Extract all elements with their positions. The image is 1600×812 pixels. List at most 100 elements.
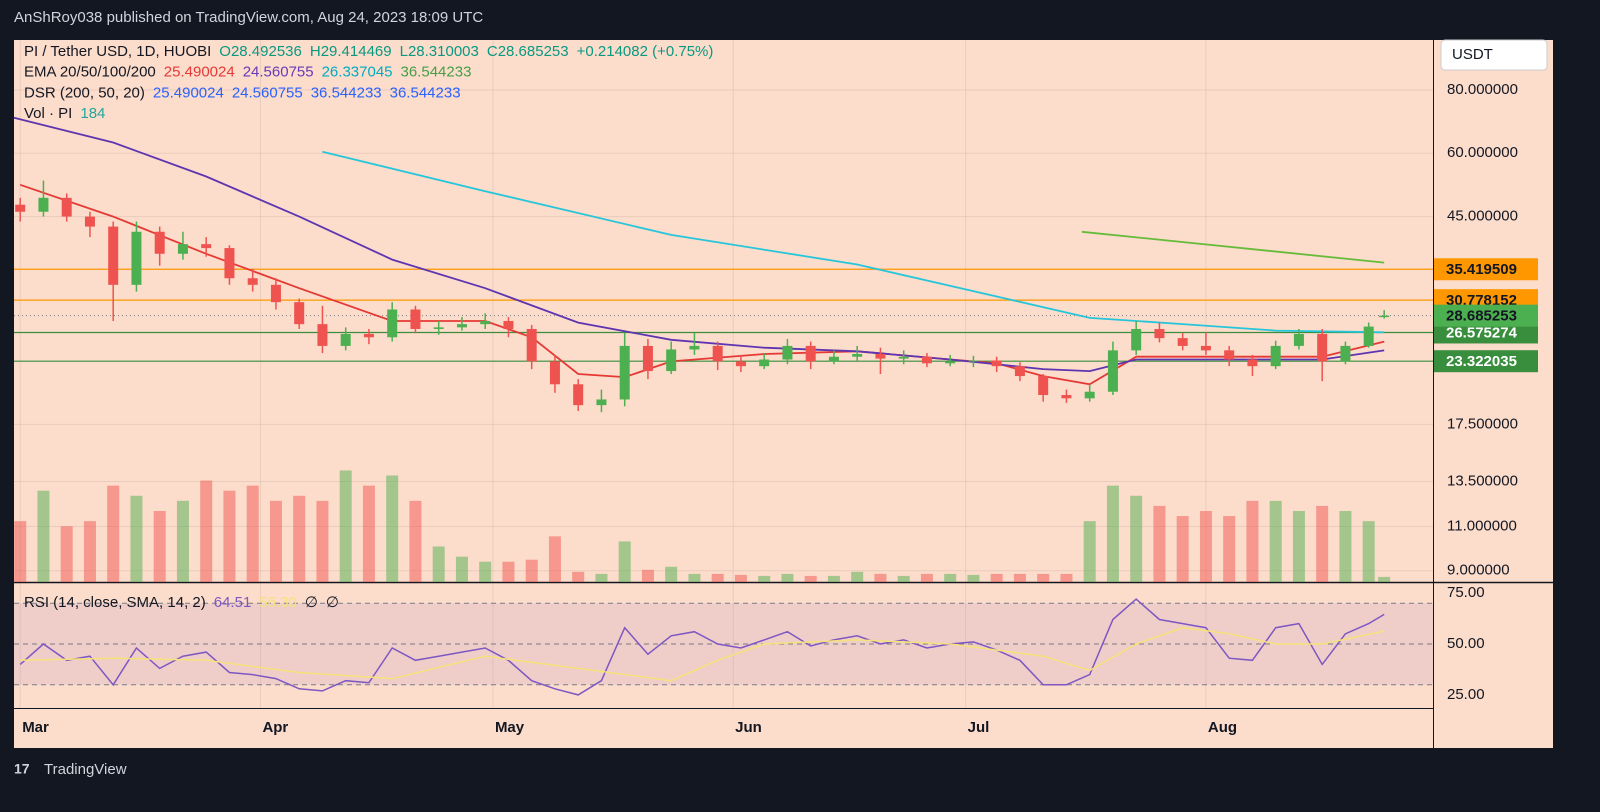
volume-bar — [827, 575, 840, 582]
rsi-tick-label: 50.00 — [1447, 635, 1485, 652]
last-price-label: 28.685253 — [1446, 308, 1517, 325]
volume-bar — [595, 573, 608, 582]
volume-bar — [200, 480, 213, 582]
volume-bar — [246, 485, 259, 582]
level-label-bg — [1434, 321, 1538, 344]
volume-bar — [688, 573, 701, 582]
candle-body — [1154, 328, 1165, 339]
volume-bar — [339, 470, 352, 582]
volume-bar — [920, 573, 933, 582]
candle-body — [177, 244, 188, 254]
candle-body — [689, 345, 700, 350]
volume-bar — [269, 500, 282, 582]
y-tick-label: 9.000000 — [1447, 562, 1510, 579]
volume-bar — [618, 541, 631, 582]
candle-body — [15, 204, 26, 212]
volume-bar — [967, 574, 980, 582]
legend-row: Vol · PI 184 — [24, 105, 105, 122]
x-tick-label: May — [495, 719, 525, 736]
volume-bar — [1130, 495, 1143, 582]
candle-body — [782, 345, 793, 360]
legend-value: 25.490024 — [164, 64, 235, 81]
legend-value: O28.492536 — [219, 43, 302, 60]
level-label-bg — [1434, 350, 1538, 373]
volume-bar — [1246, 500, 1259, 582]
candle-body — [1014, 366, 1025, 377]
candle-body — [1340, 345, 1351, 362]
volume-bar — [572, 571, 585, 582]
volume-bar — [1362, 521, 1375, 582]
legend-value: 24.560755 — [243, 64, 314, 81]
legend-value: 26.337045 — [322, 64, 393, 81]
volume-bar — [60, 526, 73, 582]
legend-value: 24.560755 — [232, 84, 303, 101]
volume-bar — [1176, 516, 1189, 582]
candle-body — [619, 345, 630, 400]
candle-body — [1247, 359, 1258, 367]
volume-bar — [293, 495, 306, 582]
volume-bar — [1316, 505, 1329, 582]
volume-bar — [781, 573, 794, 582]
x-tick-label: Mar — [22, 719, 49, 736]
legend-value: 64.51 — [214, 594, 252, 611]
ema-line — [1081, 230, 1385, 264]
candle-body — [201, 244, 212, 249]
volume-bar — [502, 561, 515, 582]
last-price-bg — [1434, 304, 1538, 327]
candle-body — [363, 333, 374, 338]
currency[interactable]: USDT — [1452, 46, 1493, 63]
candle-body — [1270, 345, 1281, 367]
volume-bar — [432, 546, 445, 582]
candle-body — [154, 231, 165, 254]
candle-body — [945, 361, 956, 364]
candle-body — [270, 284, 281, 303]
candle-body — [968, 360, 979, 362]
volume-bar — [362, 485, 375, 582]
volume-bar — [548, 536, 561, 582]
candle-body — [1061, 395, 1072, 399]
candle-body — [712, 345, 723, 362]
candle-body — [1379, 315, 1390, 318]
candle-body — [410, 309, 421, 329]
volume-bar — [711, 573, 724, 582]
volume-bar — [316, 500, 329, 582]
candle-body — [1293, 333, 1304, 346]
volume-bar — [990, 573, 1003, 582]
brand: TradingView — [44, 761, 127, 778]
candle-body — [1084, 391, 1095, 399]
candle-body — [387, 309, 398, 338]
volume-bar — [455, 556, 468, 582]
candle-body — [456, 324, 467, 328]
ema-line — [322, 150, 1385, 334]
legend-row: DSR (200, 50, 20) 25.490024 24.560755 36.54… — [24, 84, 461, 101]
candle-body — [596, 399, 607, 406]
candle-body — [84, 216, 95, 227]
volume-bar — [1013, 573, 1026, 582]
candle-body — [1131, 328, 1142, 351]
volume-bar — [107, 485, 120, 582]
candle-body — [991, 360, 1002, 367]
candle-body — [1363, 326, 1374, 346]
legend-value: 36.544233 — [401, 64, 472, 81]
candle-body — [224, 248, 235, 279]
volume-bar — [37, 490, 50, 582]
legend-value: L28.310003 — [400, 43, 479, 60]
legend-name: PI / Tether USD, 1D, HUOBI — [24, 43, 211, 60]
volume-bar — [641, 569, 654, 582]
legend-row: RSI (14, close, SMA, 14, 2) 64.51 56.30 ∅ ∅ — [24, 594, 339, 611]
candle-body — [526, 328, 537, 362]
rsi-tick-label: 25.00 — [1447, 686, 1485, 703]
candle-body — [1317, 333, 1328, 362]
volume-bar — [83, 521, 96, 582]
x-tick-label: Jul — [968, 719, 990, 736]
volume-bar — [223, 490, 236, 582]
volume-bar — [851, 571, 864, 582]
candle-body — [759, 359, 770, 367]
x-tick-label: Jun — [735, 719, 762, 736]
currency-button[interactable] — [1440, 39, 1548, 71]
level-label-bg — [1434, 258, 1538, 281]
candle-body — [433, 327, 444, 329]
candle-body — [1200, 345, 1211, 351]
candle-body — [642, 345, 653, 372]
